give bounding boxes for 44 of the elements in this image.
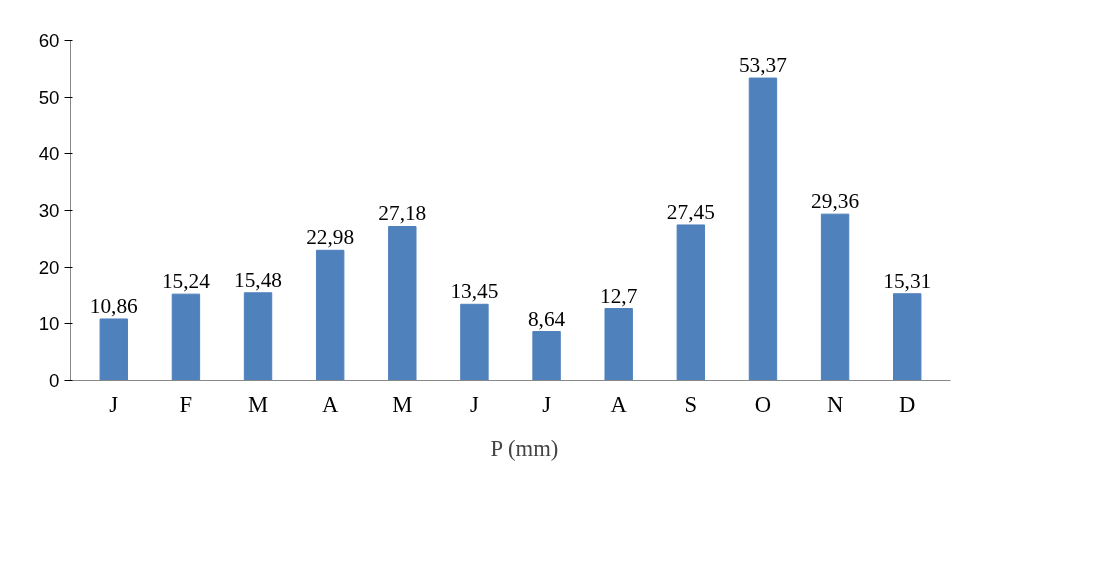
bar (99, 318, 128, 381)
bar (460, 303, 489, 381)
bar (388, 225, 417, 381)
text: P (mm) (490, 436, 559, 462)
data-label: 13,45 (450, 279, 499, 304)
y-tick-label: 40 (38, 143, 60, 165)
data-label: 22,98 (306, 225, 355, 250)
data-label: 15,48 (234, 267, 283, 292)
y-tick-label: 0 (49, 370, 60, 391)
x-tick-label: F (179, 391, 193, 417)
bar (676, 224, 706, 381)
y-tick-label: 30 (38, 200, 60, 221)
bar (604, 308, 633, 381)
data-label: 10,86 (89, 293, 139, 318)
data-label: 15,24 (161, 269, 211, 294)
x-tick-label: J (542, 391, 552, 417)
data-label: 53,37 (738, 53, 788, 78)
y-tick-label: 20 (38, 256, 60, 278)
bar (820, 213, 850, 381)
x-tick-label: A (610, 391, 628, 417)
bar (315, 249, 345, 381)
bar (893, 293, 922, 381)
y-tick-label: 10 (38, 313, 60, 335)
x-tick-label: J (470, 391, 480, 417)
data-label: 8,64 (527, 306, 566, 331)
x-tick-label: M (392, 391, 413, 417)
data-label: 12,7 (600, 283, 638, 308)
data-label: 29,36 (811, 189, 860, 214)
bar (748, 77, 778, 381)
x-tick-label: S (684, 391, 698, 417)
x-tick-label: A (321, 391, 339, 417)
bar (243, 292, 273, 381)
x-tick-label: O (754, 391, 772, 417)
x-tick-label: M (247, 391, 269, 417)
bar (171, 293, 201, 381)
data-label: 27,18 (378, 201, 427, 226)
x-tick-label: J (109, 391, 119, 417)
bar (532, 331, 561, 381)
x-tick-label: N (826, 391, 844, 417)
data-label: 27,45 (666, 199, 715, 224)
y-tick-label: 60 (38, 30, 60, 51)
x-tick-label: D (899, 391, 916, 417)
y-tick-label: 50 (38, 86, 60, 108)
data-label: 15,31 (883, 268, 932, 293)
